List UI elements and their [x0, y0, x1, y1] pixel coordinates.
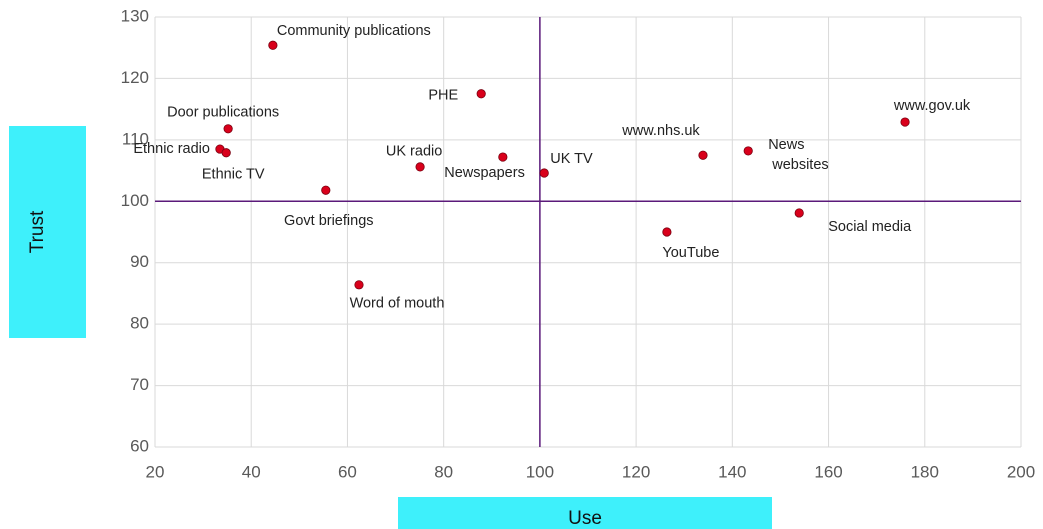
point: [268, 40, 278, 50]
point-label: UK radio: [386, 144, 442, 160]
point-label: www.nhs.uk: [621, 123, 700, 139]
x-axis-title: Use: [568, 508, 602, 529]
x-tick-label: 80: [434, 462, 453, 481]
x-tick-label: 100: [526, 462, 554, 481]
point: [498, 152, 508, 162]
x-tick-label: 180: [911, 462, 939, 481]
point-label: www.gov.uk: [893, 98, 971, 114]
y-tick-label: 120: [121, 68, 149, 87]
point-label: Social media: [828, 219, 912, 235]
point: [743, 146, 753, 156]
point: [223, 124, 233, 134]
point: [698, 150, 708, 160]
y-tick-label: 60: [130, 436, 149, 455]
point-label: Door publications: [167, 105, 279, 121]
y-tick-label: 80: [130, 314, 149, 333]
point: [539, 168, 549, 178]
x-tick-label: 20: [146, 462, 165, 481]
y-tick-label: 130: [121, 6, 149, 25]
y-tick-label: 100: [121, 191, 149, 210]
point: [354, 280, 364, 290]
point-label: YouTube: [662, 245, 719, 261]
point: [662, 227, 672, 237]
point-label: Govt briefings: [284, 213, 373, 229]
x-tick-label: 40: [242, 462, 261, 481]
y-tick-label: 90: [130, 252, 149, 271]
point-label: UK TV: [550, 151, 593, 167]
point-label: PHE: [428, 88, 458, 104]
y-tick-label: 110: [122, 129, 149, 148]
point-label: Ethnic TV: [202, 167, 265, 183]
point-label: Newspapers: [444, 165, 525, 181]
y-label-box: [9, 126, 86, 338]
point: [476, 89, 486, 99]
x-tick-label: 120: [622, 462, 650, 481]
point-label: Word of mouth: [350, 296, 445, 312]
point-label: Community publications: [277, 23, 431, 39]
x-tick-label: 60: [338, 462, 357, 481]
point: [900, 117, 910, 127]
y-axis-title: Trust: [27, 210, 48, 253]
y-tick-label: 70: [130, 375, 149, 394]
x-tick-label: 140: [718, 462, 746, 481]
x-tick-label: 160: [814, 462, 842, 481]
point-label: Ethnic radio: [133, 141, 210, 157]
point-label: News websites: [768, 137, 828, 173]
point: [794, 208, 804, 218]
x-label-box: [398, 497, 772, 529]
point: [321, 185, 331, 195]
x-tick-label: 200: [1007, 462, 1035, 481]
point: [221, 148, 231, 158]
point: [415, 162, 425, 172]
